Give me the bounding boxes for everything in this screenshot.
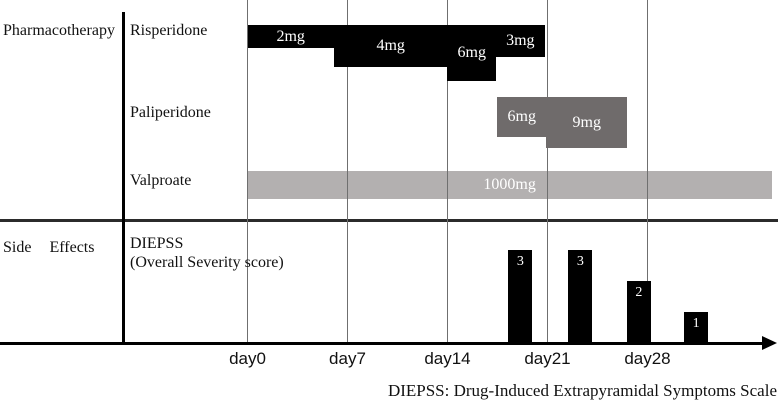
severity-score-label: 3 bbox=[576, 254, 584, 269]
axis-gridline-day14 bbox=[446, 0, 449, 343]
axis-gridline-day0 bbox=[246, 0, 249, 343]
dose-label: 6mg bbox=[507, 108, 536, 125]
category-divider-line bbox=[122, 12, 125, 343]
x-axis-arrowhead-icon bbox=[762, 336, 777, 350]
drug-label-valproate: Valproate bbox=[130, 172, 192, 189]
dose-bar-risperidone-3mg: 3mg bbox=[496, 25, 545, 57]
section-label-pharmacotherapy: Pharmacotherapy bbox=[3, 22, 115, 39]
severity-bar-score-3: 3 bbox=[508, 250, 533, 343]
dose-bar-risperidone-2mg: 2mg bbox=[247, 25, 334, 48]
dose-bar-valproate-1000mg: 1000mg bbox=[247, 171, 772, 199]
axis-tick-label-day28: day28 bbox=[624, 349, 671, 368]
dose-label: 2mg bbox=[276, 27, 305, 45]
dose-label: 4mg bbox=[376, 37, 405, 54]
drug-label-risperidone: Risperidone bbox=[130, 22, 208, 39]
figure-caption: DIEPSS: Drug-Induced Extrapyramidal Symp… bbox=[387, 381, 777, 400]
dose-label: 6mg bbox=[457, 44, 486, 61]
dose-bar-risperidone-4mg: 4mg bbox=[333, 25, 448, 67]
dose-label: 3mg bbox=[506, 32, 535, 49]
drug-label-paliperidone: Paliperidone bbox=[130, 104, 211, 121]
axis-tick-label-day14: day14 bbox=[424, 349, 471, 368]
dose-bar-risperidone-6mg: 6mg bbox=[447, 25, 497, 81]
diepss-scale-label: DIEPSS bbox=[130, 235, 184, 252]
axis-tick-label-day21: day21 bbox=[524, 349, 571, 368]
dose-label: 1000mg bbox=[483, 176, 536, 193]
dose-label: 9mg bbox=[572, 113, 601, 131]
dose-bar-paliperidone-9mg: 9mg bbox=[546, 97, 628, 148]
severity-bar-score-3: 3 bbox=[568, 250, 593, 343]
axis-tick-label-day7: day7 bbox=[329, 349, 366, 368]
severity-score-label: 2 bbox=[635, 285, 643, 300]
dose-bar-paliperidone-6mg: 6mg bbox=[497, 97, 547, 137]
axis-tick-label-day0: day0 bbox=[229, 349, 266, 368]
severity-score-label: 3 bbox=[516, 254, 524, 269]
diepss-scale-detail-label: (Overall Severity score) bbox=[130, 254, 284, 271]
severity-bar-score-1: 1 bbox=[684, 312, 709, 343]
severity-bar-score-2: 2 bbox=[626, 281, 651, 343]
axis-gridline-day7 bbox=[346, 0, 349, 343]
axis-gridline-day21 bbox=[546, 0, 549, 343]
x-axis-line bbox=[0, 342, 766, 345]
severity-score-label: 1 bbox=[692, 316, 700, 331]
axis-gridline-day28 bbox=[646, 0, 649, 343]
section-label-side-effects: Side Effects bbox=[3, 239, 95, 256]
section-separator-line bbox=[0, 219, 778, 222]
